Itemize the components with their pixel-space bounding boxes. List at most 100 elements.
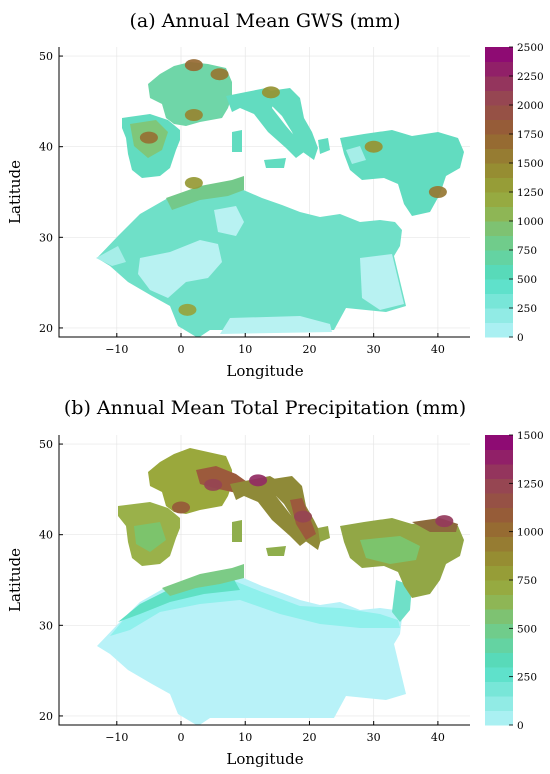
panel-b-colorbar-tick-label: 0 <box>517 720 524 732</box>
panel-a-ytick-label: 50 <box>39 50 53 63</box>
panel-b-colorbar-segment <box>485 681 513 697</box>
panel-a-turkey-light <box>346 146 366 164</box>
panel-a-hotspot <box>184 108 203 121</box>
panel-b-title: (b) Annual Mean Total Precipitation (mm) <box>64 397 466 419</box>
panel-b-colorbar-tick-label: 250 <box>517 672 537 684</box>
panel-a-axes-frame <box>58 47 470 338</box>
panel-a-xtick-label: 40 <box>431 343 445 356</box>
panel-b-colorbar-segment <box>485 435 513 450</box>
panel-a-colorbar-segment <box>485 47 513 62</box>
panel-a-sahara-light-patch <box>138 240 222 298</box>
panel-b-xtick-label: 20 <box>302 731 316 744</box>
panel-a-xtick-label: 30 <box>367 343 381 356</box>
panel-a-map <box>96 59 464 337</box>
panel-a-colorbar-segment <box>485 250 513 265</box>
panel-b-maghreb-green <box>162 564 244 596</box>
panel-b-axes-frame <box>58 435 470 726</box>
panel-b-coast-band-2 <box>118 576 240 622</box>
panel-a-colorbar-segment <box>485 279 513 294</box>
panel-b-colorbar-segment <box>485 464 513 479</box>
panel-b-hotspots <box>172 474 454 528</box>
panel-b-colorbar-tick-label: 1250 <box>517 478 544 490</box>
panel-a-colorbar-segment <box>485 90 513 106</box>
panel-b-xtick-label: 40 <box>431 731 445 744</box>
panel-a-colorbar-tick-label: 1500 <box>517 158 544 170</box>
panel-b-xtick-label: 0 <box>178 731 185 744</box>
panel-a-colorbar-tick-label: 0 <box>517 332 524 344</box>
panel-a-colorbar-tick-label: 2500 <box>517 42 544 54</box>
panel-a-colorbar-tick-label: 2000 <box>517 100 544 112</box>
panel-a-colorbar-tick-label: 750 <box>517 245 537 257</box>
panel-a-sahara-light-patch <box>96 246 126 266</box>
panel-b-hotspot <box>172 501 191 514</box>
panel-a-hotspot <box>178 303 197 316</box>
panel-a-turkey-region <box>340 130 464 216</box>
panel-a-hotspot <box>184 59 203 72</box>
panel-b-xlabel: Longitude <box>226 750 303 768</box>
panel-a-greek-islands <box>318 138 330 154</box>
panel-b-ytick-label: 40 <box>39 529 53 542</box>
panel-a-colorbar-segment <box>485 148 513 164</box>
panel-a-hotspot <box>184 176 203 189</box>
panel-a-colorbar-segment <box>485 61 513 77</box>
panel-b-colorbar-segment <box>485 638 513 653</box>
panel-a-colorbar-segment <box>485 134 513 149</box>
panel-b-colorbar-segment <box>485 478 513 494</box>
panel-b-hotspot <box>294 510 313 523</box>
panel-a-hotspot <box>364 140 383 153</box>
panel-b-ytick-label: 50 <box>39 438 53 451</box>
panel-a-italy-region <box>226 88 304 158</box>
panel-b-colorbar-tick-label: 1000 <box>517 527 544 539</box>
panel-a-title: (a) Annual Mean GWS (mm) <box>130 10 401 32</box>
panel-a-xtick-label: 0 <box>178 343 185 356</box>
panel-b-colorbar-segment <box>485 522 513 537</box>
panel-a-france-region <box>148 62 232 126</box>
panel-b-ytick-label: 20 <box>39 710 53 723</box>
panel-b-colorbar-tick-label: 1500 <box>517 430 544 442</box>
panel-a: (a) Annual Mean GWS (mm) <box>6 10 544 380</box>
panel-a-colorbar-segment <box>485 206 513 222</box>
panel-a-colorbar-segment <box>485 76 513 91</box>
panel-a-colorbar-tick-label: 250 <box>517 303 537 315</box>
panel-a-ytick-label: 40 <box>39 141 53 154</box>
panel-b-colorbar-segment <box>485 710 513 726</box>
panel-b-iberia-green <box>134 522 166 552</box>
panel-b-colorbar-segment <box>485 536 513 552</box>
panel-b-hotspot <box>249 474 268 487</box>
panel-a-colorbar-tick-label: 1750 <box>517 129 544 141</box>
panel-a-sahara-light-patch <box>220 316 332 334</box>
panel-b-xtick-label: −10 <box>105 731 128 744</box>
panel-a-colorbar-segment <box>485 264 513 280</box>
panel-b-hotspot <box>435 515 454 528</box>
panel-b-greek-islands <box>318 526 330 542</box>
panel-a-ytick-label: 20 <box>39 322 53 335</box>
panel-b-colorbar-segment <box>485 594 513 610</box>
panel-a-sicily <box>264 158 286 168</box>
panel-a-sardinia <box>232 130 242 152</box>
panel-a-colorbar-segment <box>485 163 513 178</box>
panel-b-ytick-label: 30 <box>39 619 53 632</box>
panel-a-colorbar-segment <box>485 105 513 120</box>
panel-a-hotspots <box>139 59 447 316</box>
panel-a-colorbar-tick-label: 1000 <box>517 216 544 228</box>
panel-a-colorbar-segment <box>485 322 513 338</box>
panel-a-north-africa-region <box>97 185 406 337</box>
panel-b-ticks: −10 0 10 20 30 40 20 30 40 50 <box>39 438 445 744</box>
panel-b-colorbar-segment <box>485 580 513 595</box>
panel-a-xlabel: Longitude <box>226 362 303 380</box>
panel-b-turkey-green <box>360 536 420 564</box>
panel-b-colorbar: 0 250 500 750 1000 1250 1500 <box>485 430 544 732</box>
panel-b-colorbar-segment <box>485 493 513 508</box>
panel-a-xtick-label: 10 <box>238 343 252 356</box>
panel-a-sahara-light-patch <box>360 254 404 310</box>
panel-b-sardinia <box>232 520 242 542</box>
panel-a-hotspot <box>210 68 229 81</box>
panel-b-colorbar-tick-label: 750 <box>517 575 537 587</box>
panel-a-hotspot <box>139 131 158 144</box>
panel-b-colorbar-segment <box>485 667 513 682</box>
panel-b-hotspot <box>204 478 223 491</box>
panel-a-colorbar-segment <box>485 308 513 323</box>
panel-b-colorbar-segment <box>485 565 513 581</box>
panel-a-balkans-region <box>262 88 318 160</box>
